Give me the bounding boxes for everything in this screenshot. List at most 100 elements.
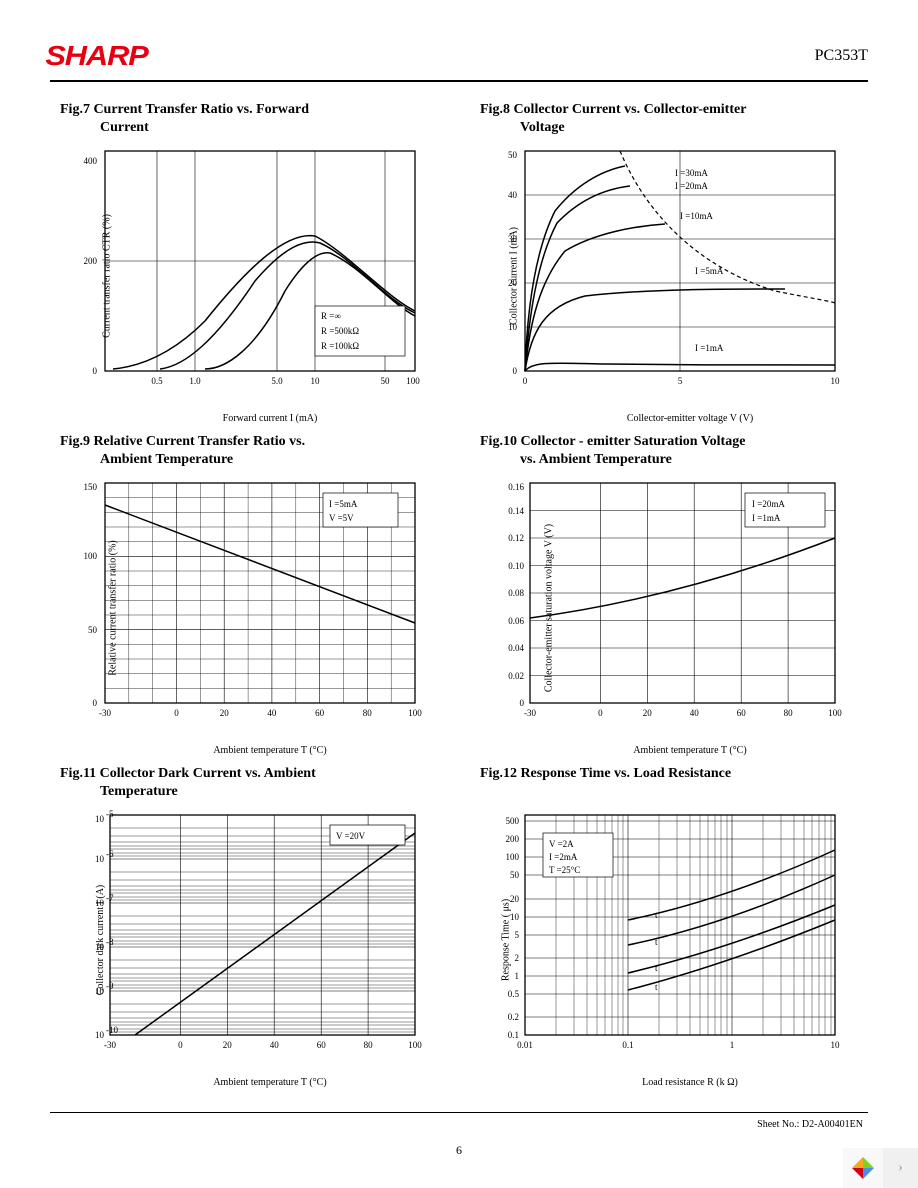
svg-text:80: 80 <box>784 708 794 718</box>
svg-text:5: 5 <box>678 376 683 386</box>
fig9-container: Fig.9 Relative Current Transfer Ratio vs… <box>50 434 450 756</box>
svg-text:0.14: 0.14 <box>508 506 524 516</box>
fig9-subtitle: Ambient Temperature <box>50 452 450 468</box>
svg-text:-30: -30 <box>104 1040 116 1050</box>
svg-text:R =500kΩ: R =500kΩ <box>321 326 359 336</box>
svg-text:t: t <box>655 963 658 973</box>
sharp-logo: SHARP <box>45 40 147 72</box>
charts-grid: Fig.7 Current Transfer Ratio vs. Forward… <box>50 102 868 1088</box>
svg-text:40: 40 <box>508 190 518 200</box>
svg-text:-10: -10 <box>106 1025 118 1035</box>
svg-text:10: 10 <box>95 854 105 864</box>
fig11-xlabel: Ambient temperature T (°C) <box>50 1077 450 1088</box>
svg-text:50: 50 <box>381 376 391 386</box>
svg-text:0.16: 0.16 <box>508 482 524 492</box>
svg-text:20: 20 <box>643 708 653 718</box>
fig7-ylabel: Current transfer ratio CTR (%) <box>101 214 112 338</box>
fig10-chart: 0 0.02 0.04 0.06 0.08 0.10 0.12 0.14 0.1… <box>470 473 870 733</box>
svg-text:0: 0 <box>93 698 98 708</box>
fig7-title: Fig.7 Current Transfer Ratio vs. Forward <box>50 102 450 118</box>
svg-text:-8: -8 <box>106 937 114 947</box>
svg-text:t: t <box>655 910 658 920</box>
svg-text:0.10: 0.10 <box>508 561 524 571</box>
fig9-title: Fig.9 Relative Current Transfer Ratio vs… <box>50 434 450 450</box>
fig8-subtitle: Voltage <box>470 120 870 136</box>
next-page-button[interactable]: › <box>883 1148 918 1188</box>
svg-text:0: 0 <box>513 366 518 376</box>
fig7-subtitle: Current <box>50 120 450 136</box>
svg-text:50: 50 <box>88 625 98 635</box>
fig11-chart: 10-5 10-6 10-7 10-8 10-9 10-10 -30 0 20 … <box>50 805 450 1065</box>
svg-text:100: 100 <box>84 551 98 561</box>
svg-text:100: 100 <box>828 708 842 718</box>
svg-text:100: 100 <box>408 1040 422 1050</box>
fig10-subtitle: vs. Ambient Temperature <box>470 452 870 468</box>
fig8-xlabel: Collector-emitter voltage V (V) <box>470 413 870 424</box>
svg-text:40: 40 <box>267 708 277 718</box>
footer-rule <box>50 1112 868 1113</box>
svg-text:V =20V: V =20V <box>336 831 366 841</box>
svg-text:20: 20 <box>220 708 230 718</box>
viewer-logo-icon <box>843 1148 883 1188</box>
svg-text:0: 0 <box>520 698 525 708</box>
svg-text:0.01: 0.01 <box>517 1040 533 1050</box>
svg-text:I =5mA: I =5mA <box>329 499 358 509</box>
svg-text:150: 150 <box>84 482 98 492</box>
svg-text:10: 10 <box>831 1040 841 1050</box>
svg-text:60: 60 <box>317 1040 327 1050</box>
svg-text:I =2mA: I =2mA <box>549 852 578 862</box>
svg-text:-7: -7 <box>106 893 114 903</box>
fig10-ylabel: Collector-emitter saturation voltage V (… <box>544 524 555 692</box>
svg-text:V =5V: V =5V <box>329 513 354 523</box>
svg-text:0: 0 <box>598 708 603 718</box>
fig10-title: Fig.10 Collector - emitter Saturation Vo… <box>470 434 870 450</box>
fig11-container: Fig.11 Collector Dark Current vs. Ambien… <box>50 766 450 1088</box>
svg-text:-9: -9 <box>106 981 114 991</box>
svg-text:0.2: 0.2 <box>508 1012 519 1022</box>
svg-text:I =20mA: I =20mA <box>752 499 785 509</box>
svg-text:R =100kΩ: R =100kΩ <box>321 341 359 351</box>
fig12-ylabel: Response Time ( μs) <box>501 899 512 981</box>
svg-text:10: 10 <box>311 376 321 386</box>
svg-text:2: 2 <box>515 953 520 963</box>
svg-text:0: 0 <box>523 376 528 386</box>
svg-text:I =1mA: I =1mA <box>695 343 724 353</box>
fig12-container: Fig.12 Response Time vs. Load Resistance… <box>470 766 870 1088</box>
svg-text:I =20mA: I =20mA <box>675 181 708 191</box>
svg-text:R =∞: R =∞ <box>321 311 341 321</box>
svg-text:1.0: 1.0 <box>189 376 201 386</box>
svg-text:40: 40 <box>690 708 700 718</box>
svg-text:400: 400 <box>84 156 98 166</box>
svg-text:V =2A: V =2A <box>549 839 574 849</box>
corner-badge: › <box>843 1148 918 1188</box>
svg-text:60: 60 <box>315 708 325 718</box>
svg-text:0.08: 0.08 <box>508 588 524 598</box>
svg-text:5.0: 5.0 <box>271 376 283 386</box>
svg-text:I =1mA: I =1mA <box>752 513 781 523</box>
svg-text:500: 500 <box>506 816 520 826</box>
svg-text:20: 20 <box>223 1040 233 1050</box>
svg-text:0.02: 0.02 <box>508 671 524 681</box>
svg-text:0.06: 0.06 <box>508 616 524 626</box>
svg-text:200: 200 <box>84 256 98 266</box>
svg-text:100: 100 <box>408 708 422 718</box>
svg-text:1: 1 <box>515 971 520 981</box>
svg-text:80: 80 <box>363 708 373 718</box>
fig12-subtitle <box>470 784 870 800</box>
part-number: PC353T <box>815 47 868 65</box>
sheet-number: Sheet No.: D2-A00401EN <box>757 1119 863 1130</box>
fig8-chart: 0 10 20 30 40 50 0 5 10 <box>470 141 870 401</box>
fig9-xlabel: Ambient temperature T (°C) <box>50 745 450 756</box>
svg-text:60: 60 <box>737 708 747 718</box>
svg-text:10: 10 <box>95 1030 105 1040</box>
svg-text:0.1: 0.1 <box>622 1040 633 1050</box>
svg-text:5: 5 <box>515 930 520 940</box>
fig12-xlabel: Load resistance R (k Ω) <box>470 1077 870 1088</box>
fig12-chart: 0.1 0.2 0.5 1 2 5 10 20 50 100 200 500 0… <box>470 805 870 1065</box>
fig8-container: Fig.8 Collector Current vs. Collector-em… <box>470 102 870 424</box>
fig10-container: Fig.10 Collector - emitter Saturation Vo… <box>470 434 870 756</box>
page-header: SHARP PC353T <box>50 40 868 82</box>
svg-text:t: t <box>655 982 658 992</box>
fig12-title: Fig.12 Response Time vs. Load Resistance <box>470 766 870 782</box>
svg-text:-30: -30 <box>99 708 111 718</box>
